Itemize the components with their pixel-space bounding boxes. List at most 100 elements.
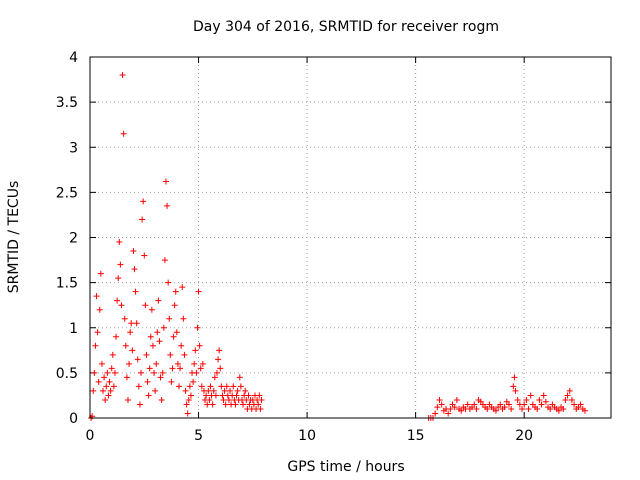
y-tick-label: 1 [69, 321, 78, 337]
data-point [577, 401, 584, 408]
data-point [106, 378, 113, 385]
data-point [117, 261, 124, 268]
data-point [128, 320, 135, 327]
data-point [492, 407, 499, 414]
data-point [255, 401, 262, 408]
data-point [484, 405, 491, 412]
data-point [107, 387, 114, 394]
data-point [140, 198, 147, 205]
data-point [236, 374, 243, 381]
data-point [109, 351, 116, 358]
x-tick-label: 15 [407, 428, 425, 444]
x-axis-label: GPS time / hours [287, 459, 404, 475]
data-point [525, 405, 532, 412]
data-point [445, 410, 452, 417]
data-point [180, 315, 187, 322]
data-point [540, 392, 547, 399]
data-point [511, 374, 518, 381]
data-point [258, 396, 265, 403]
data-point [153, 360, 160, 367]
data-point [91, 369, 98, 376]
data-point [133, 320, 140, 327]
data-point [257, 405, 264, 412]
data-point [194, 324, 201, 331]
data-point [581, 407, 588, 414]
data-point [256, 392, 263, 399]
data-point [113, 333, 120, 340]
data-point [92, 342, 99, 349]
data-point [518, 405, 525, 412]
data-point [114, 297, 121, 304]
data-point [141, 252, 148, 259]
data-point [173, 329, 180, 336]
data-point [108, 365, 115, 372]
data-point [538, 401, 545, 408]
data-point [111, 369, 118, 376]
data-point [447, 405, 454, 412]
data-point [90, 387, 97, 394]
y-tick-label: 0 [69, 411, 78, 427]
grid-layer [90, 57, 611, 418]
data-point [123, 374, 130, 381]
data-point [119, 72, 126, 79]
y-tick-label: 4 [69, 50, 78, 66]
data-point [116, 239, 123, 246]
data-point [139, 216, 146, 223]
plot-frame [89, 56, 612, 419]
data-point [138, 369, 145, 376]
data-point [213, 369, 220, 376]
y-tick-label: 2.5 [56, 185, 78, 201]
data-point [232, 401, 239, 408]
data-point [171, 302, 178, 309]
data-point [184, 410, 191, 417]
data-point [230, 383, 237, 390]
data-point [157, 374, 164, 381]
data-point [103, 383, 110, 390]
y-tick-label: 0.5 [56, 366, 78, 382]
data-point [96, 306, 103, 313]
data-point [132, 288, 139, 295]
data-point [142, 302, 149, 309]
data-point [223, 383, 230, 390]
data-point [564, 392, 571, 399]
data-point [129, 347, 136, 354]
data-point [245, 392, 252, 399]
data-point [179, 284, 186, 291]
data-point [218, 383, 225, 390]
data-point [183, 401, 190, 408]
data-point [98, 360, 105, 367]
data-point [434, 404, 441, 411]
data-point [147, 333, 154, 340]
data-point [101, 374, 108, 381]
data-point [156, 338, 163, 345]
data-point [571, 401, 578, 408]
data-point [100, 387, 107, 394]
data-point [555, 407, 562, 414]
data-point [234, 387, 241, 394]
data-point [144, 378, 151, 385]
data-point [220, 396, 227, 403]
data-point [237, 383, 244, 390]
y-tick-labels: 0 0.5 1 1.5 2 2.5 3 3.5 4 [56, 50, 78, 427]
data-point [148, 306, 155, 313]
data-point [197, 365, 204, 372]
data-point [215, 356, 222, 363]
data-point [151, 369, 158, 376]
data-point [432, 410, 439, 417]
data-point [501, 404, 508, 411]
data-point [155, 297, 162, 304]
data-point [216, 347, 223, 354]
data-point [160, 324, 167, 331]
data-point [121, 315, 128, 322]
data-point [523, 396, 530, 403]
data-point [471, 401, 478, 408]
data-point [154, 329, 161, 336]
data-point [510, 383, 517, 390]
chart-title: Day 304 of 2016, SRMTID for receiver rog… [193, 19, 499, 35]
data-point [199, 360, 206, 367]
data-point [134, 356, 141, 363]
data-point [130, 248, 137, 255]
x-tick-label: 20 [515, 428, 533, 444]
data-point [210, 387, 217, 394]
